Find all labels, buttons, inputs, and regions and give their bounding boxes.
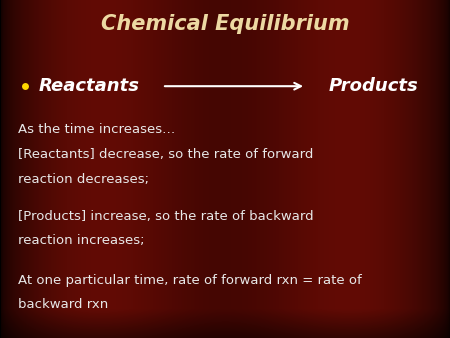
Text: Products: Products	[328, 77, 418, 95]
Text: As the time increases…: As the time increases…	[18, 123, 175, 136]
Text: backward rxn: backward rxn	[18, 298, 108, 311]
Text: [Reactants] decrease, so the rate of forward: [Reactants] decrease, so the rate of for…	[18, 148, 313, 161]
Text: At one particular time, rate of forward rxn = rate of: At one particular time, rate of forward …	[18, 274, 362, 287]
Text: Reactants: Reactants	[38, 77, 139, 95]
Text: reaction increases;: reaction increases;	[18, 234, 144, 247]
Text: reaction decreases;: reaction decreases;	[18, 173, 149, 186]
Text: Chemical Equilibrium: Chemical Equilibrium	[101, 14, 349, 33]
Text: [Products] increase, so the rate of backward: [Products] increase, so the rate of back…	[18, 210, 314, 222]
